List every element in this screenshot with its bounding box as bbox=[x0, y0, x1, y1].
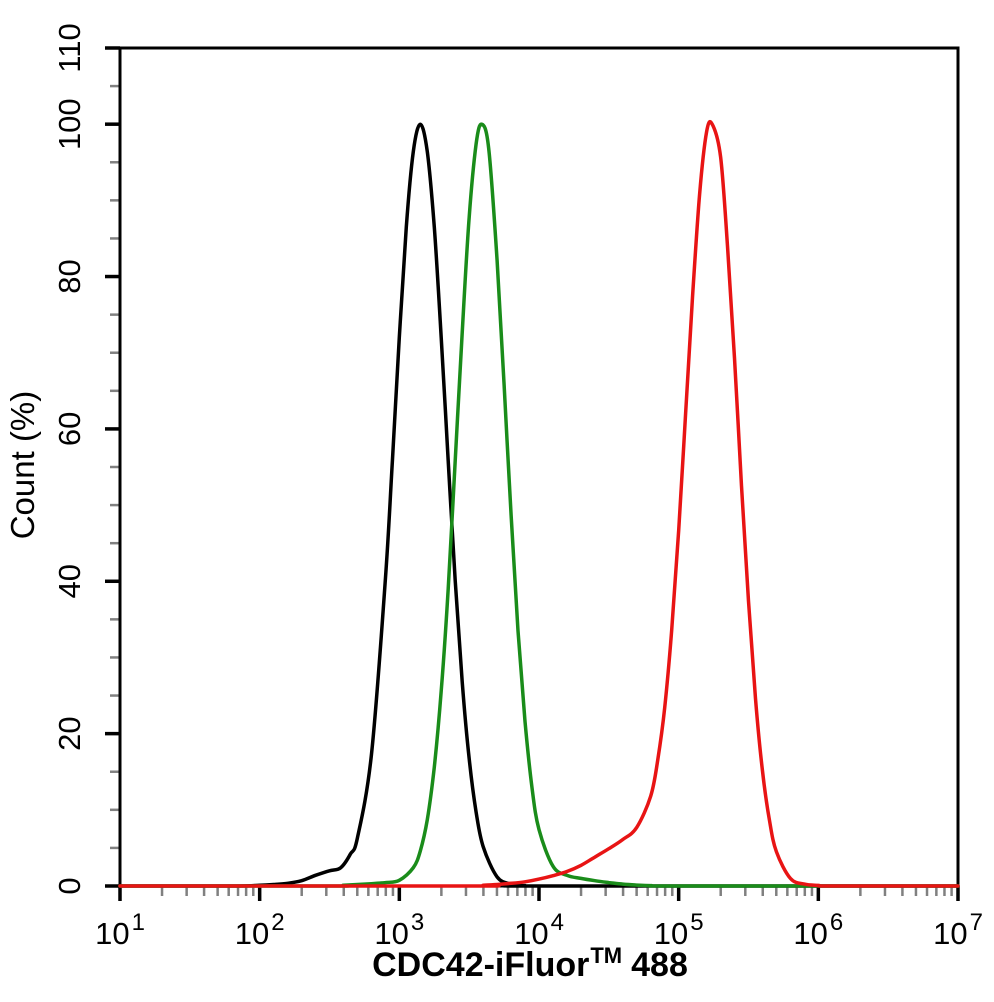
tick-labels-group: 101 102 103 104 105 106 107 0 20 40 60 80 100 110 bbox=[52, 23, 983, 951]
major-ticks-group bbox=[105, 46, 960, 901]
y-axis-tick-label: 0 bbox=[52, 877, 87, 894]
x-axis-tick-label: 104 bbox=[514, 909, 564, 951]
y-axis-tick-label: 40 bbox=[52, 564, 87, 598]
x-axis-tick-label: 107 bbox=[933, 909, 983, 951]
x-axis-tick-label: 106 bbox=[793, 909, 843, 951]
minor-ticks-group bbox=[110, 84, 953, 896]
series-curves-group bbox=[118, 119, 960, 888]
y-axis-tick-label: 20 bbox=[52, 716, 87, 750]
plot-frame bbox=[118, 46, 960, 888]
y-axis-tick-label: 80 bbox=[52, 259, 87, 293]
series-red-curve bbox=[118, 119, 960, 888]
x-axis-title: CDC42-iFluorTM 488 bbox=[372, 943, 688, 984]
x-axis-tick-label: 103 bbox=[374, 909, 424, 951]
y-axis-tick-label: 60 bbox=[52, 412, 87, 446]
y-axis-tick-label: 110 bbox=[52, 23, 87, 72]
x-axis-tick-label: 101 bbox=[95, 909, 145, 951]
series-green-curve bbox=[118, 122, 960, 888]
x-axis-tick-label: 105 bbox=[654, 909, 704, 951]
y-axis-title: Count (%) bbox=[4, 391, 41, 540]
x-axis-tick-label: 102 bbox=[235, 909, 285, 951]
series-black-curve bbox=[118, 122, 960, 888]
y-axis-tick-label: 100 bbox=[52, 98, 87, 150]
